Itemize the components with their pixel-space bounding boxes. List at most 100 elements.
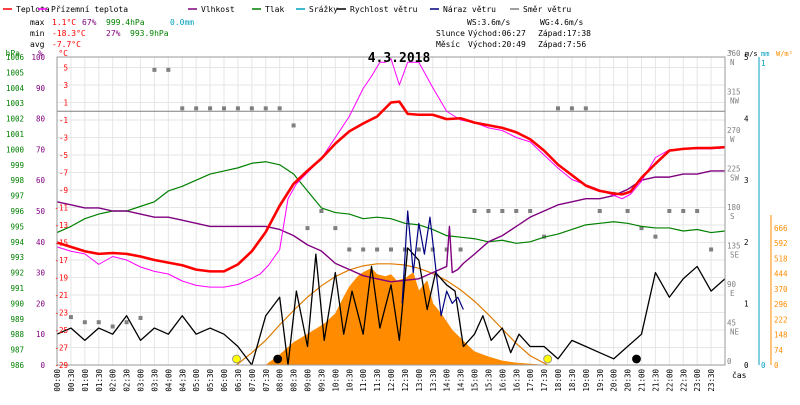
wind-direction-point: [709, 247, 714, 252]
celsius-tick-label: -27: [54, 344, 68, 353]
info-moon-set: Západ:7:56: [538, 40, 586, 49]
time-tick-label: 02:30: [123, 369, 132, 392]
hpa-tick-label: 1001: [6, 130, 24, 139]
wind-direction-point: [138, 315, 143, 320]
celsius-tick-label: -25: [54, 326, 68, 335]
celsius-tick-label: -11: [54, 204, 68, 213]
time-tick-label: 22:00: [665, 369, 674, 392]
direction-compass-label: SE: [730, 251, 740, 260]
time-tick-label: 09:30: [317, 369, 326, 392]
wind-direction-point: [695, 209, 700, 213]
time-tick-label: 06:30: [234, 369, 243, 392]
percent-tick-label: 60: [36, 176, 46, 185]
time-tick-label: 12:30: [401, 369, 410, 392]
wind-direction-point: [361, 247, 366, 252]
percent-tick-label: 0: [40, 361, 45, 370]
wind-direction-point: [222, 106, 226, 111]
time-tick-label: 22:30: [679, 369, 688, 392]
hpa-tick-label: 996: [10, 207, 24, 216]
hpa-tick-label: 988: [10, 330, 24, 339]
time-tick-label: 20:30: [624, 369, 633, 392]
stats-avg-label: avg: [30, 40, 45, 49]
celsius-tick-label: -13: [54, 221, 68, 230]
direction-tick-label: 135: [727, 242, 741, 251]
time-axis-label: čas: [732, 370, 747, 380]
info-sun-set: Západ:17:38: [538, 29, 591, 38]
radiation-axis-unit: W/m²: [776, 50, 793, 58]
temperature-line: [56, 100, 726, 273]
stats-block: max 1.1°C 67% 999.4hPa 0.0mm min -18.3°C…: [30, 18, 194, 49]
hpa-tick-label: 1005: [6, 68, 24, 77]
time-tick-label: 12:00: [387, 369, 396, 392]
radiation-tick-label: 518: [774, 254, 788, 263]
time-tick-label: 07:30: [262, 369, 271, 392]
radiation-tick-label: 222: [774, 315, 788, 324]
stats-max-press: 999.4hPa: [106, 18, 145, 27]
wind-direction-point: [583, 106, 588, 111]
time-tick-label: 18:00: [554, 369, 563, 392]
legend: Teplota Přízemní teplota Vlhkost Tlak Srážky…: [3, 5, 571, 14]
percent-tick-label: 90: [36, 84, 46, 93]
stats-min-label: min: [30, 29, 45, 38]
time-tick-label: 18:30: [568, 369, 577, 392]
info-sun-rise: Východ:06:27: [468, 29, 526, 38]
legend-label-wind_gust: Náraz větru: [443, 5, 496, 14]
celsius-tick-label: 1: [63, 99, 68, 108]
plot-frame: [56, 56, 726, 366]
hpa-tick-label: 1000: [6, 145, 25, 154]
time-tick-label: 17:00: [526, 369, 535, 392]
wind-tick-label: 5: [744, 53, 749, 62]
moon-marker: [632, 354, 641, 364]
celsius-tick-label: -29: [54, 361, 68, 370]
wind-direction-point: [235, 106, 240, 111]
direction-compass-label: E: [730, 289, 735, 298]
legend-label-temperature: Teplota: [16, 5, 50, 14]
wind-direction-point: [305, 226, 310, 231]
wind-direction-point: [639, 226, 644, 231]
direction-compass-label: W: [730, 135, 735, 144]
direction-tick-label: 270: [727, 126, 741, 135]
time-tick-label: 20:00: [610, 369, 619, 392]
time-tick-label: 06:00: [220, 369, 229, 392]
wind-speed-line: [56, 247, 726, 366]
radiation-tick-label: 74: [774, 346, 784, 355]
wind-direction-point: [389, 247, 393, 252]
celsius-tick-label: 5: [63, 64, 68, 73]
hpa-tick-label: 999: [10, 161, 24, 170]
hpa-tick-label: 992: [10, 269, 24, 278]
markers-layer: [232, 354, 641, 364]
wind-direction-point: [110, 324, 115, 329]
wind-direction-point: [569, 106, 574, 111]
time-tick-label: 23:30: [707, 369, 716, 392]
celsius-tick-label: -23: [54, 309, 68, 318]
time-tick-label: 03:30: [150, 369, 159, 392]
time-tick-label: 05:00: [192, 369, 201, 392]
time-tick-label: 04:30: [178, 369, 187, 392]
wind-direction-point: [430, 247, 435, 252]
wind-direction-point: [375, 247, 380, 252]
celsius-tick-label: -15: [54, 239, 68, 248]
wind-direction-point: [625, 209, 630, 213]
legend-label-ground_temperature: Přízemní teplota: [51, 5, 128, 14]
legend-label-precipitation: Srážky: [309, 5, 338, 14]
legend-label-pressure: Tlak: [265, 5, 284, 14]
time-tick-label: 15:00: [471, 369, 480, 392]
celsius-tick-label: -5: [59, 151, 68, 160]
hpa-tick-label: 1002: [6, 115, 24, 124]
time-tick-label: 16:00: [498, 369, 507, 392]
time-tick-label: 03:00: [137, 369, 146, 392]
hpa-axis-unit: hPa: [6, 49, 21, 58]
time-tick-label: 08:00: [276, 369, 285, 392]
percent-tick-label: 50: [36, 207, 46, 216]
sun-marker: [543, 354, 553, 364]
hpa-tick-label: 1004: [6, 84, 25, 93]
time-tick-label: 09:00: [304, 369, 313, 392]
wind-direction-point: [500, 209, 505, 213]
percent-tick-label: 40: [36, 238, 46, 247]
time-tick-label: 13:30: [429, 369, 438, 392]
direction-tick-label: 45: [727, 319, 736, 328]
time-tick-label: 15:30: [484, 369, 493, 392]
wind-direction-point: [528, 209, 533, 213]
time-tick-label: 21:00: [638, 369, 647, 392]
